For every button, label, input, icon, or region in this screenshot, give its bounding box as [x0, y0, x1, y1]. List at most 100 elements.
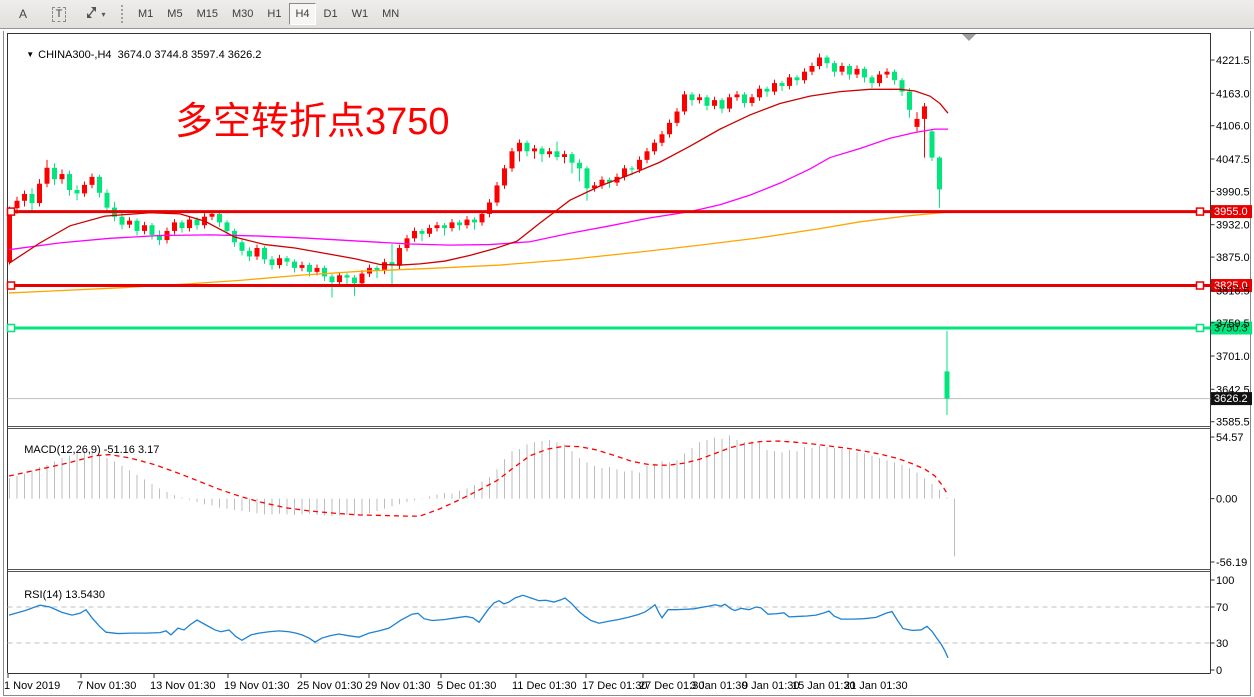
candle: [179, 222, 185, 229]
candle: [127, 220, 132, 225]
candle: [569, 154, 575, 163]
ma-medium-line: [8, 128, 948, 251]
candle: [427, 228, 432, 234]
annotate-text-label: A: [18, 7, 27, 21]
line-handle[interactable]: [6, 207, 16, 216]
price-tick-label: 3759.5: [1216, 318, 1250, 330]
time-tick-label: 3 Jan 01:30: [690, 680, 748, 692]
candle: [344, 275, 350, 278]
timeframe-button-m15[interactable]: M15: [196, 8, 218, 20]
candle: [907, 91, 912, 110]
candle: [307, 265, 312, 272]
candle: [719, 100, 725, 109]
time-tick-label: 1 Nov 2019: [4, 680, 60, 692]
candle: [832, 63, 837, 72]
rsi-title: RSI(14): [24, 589, 63, 601]
timeframe-button-m5[interactable]: M5: [167, 8, 183, 20]
candle: [772, 83, 777, 92]
price-tick-label: 4047.5: [1216, 154, 1250, 166]
candle: [742, 94, 747, 103]
textbox-tool-button[interactable]: T: [42, 2, 76, 26]
annotate-text-button[interactable]: A: [6, 2, 40, 26]
candle: [659, 134, 665, 143]
candle: [172, 222, 177, 231]
time-tick-label: 29 Nov 01:30: [365, 680, 430, 692]
rsi-axis-label: 30: [1216, 638, 1228, 650]
time-tick-label: 15 Jan 01:30: [792, 680, 856, 692]
candle: [749, 97, 755, 103]
candle: [599, 179, 605, 186]
price-tick-label: 3990.5: [1216, 186, 1250, 198]
candle: [509, 151, 515, 169]
line-handle[interactable]: [1195, 323, 1205, 333]
candle: [644, 151, 650, 160]
candle: [284, 258, 290, 262]
candle: [104, 192, 110, 208]
candle: [269, 259, 275, 266]
candle: [802, 71, 807, 81]
line-handle[interactable]: [1195, 207, 1205, 216]
timeframe-button-h4[interactable]: H4: [289, 3, 316, 25]
timeframe-button-m30[interactable]: M30: [231, 8, 254, 20]
line-handle[interactable]: [6, 281, 16, 290]
time-tick-label: 13 Nov 01:30: [150, 680, 215, 692]
candle: [479, 213, 485, 223]
candle: [554, 151, 560, 157]
time-tick-label: 19 Nov 01:30: [224, 680, 289, 692]
candle: [704, 97, 710, 106]
candle: [397, 247, 402, 266]
chart-title: ▼ CHINA300-,H4 3674.0 3744.8 3597.4 3626.…: [14, 37, 261, 73]
candle: [622, 168, 627, 177]
textbox-tool-label: T: [51, 6, 67, 22]
line-handle[interactable]: [1195, 281, 1205, 290]
candle: [517, 142, 522, 152]
candle: [224, 222, 230, 231]
candle: [524, 142, 530, 152]
symbol-dropdown-icon[interactable]: ▼: [26, 50, 35, 59]
candle: [262, 247, 267, 260]
candle: [652, 142, 657, 152]
timeframe-button-m1[interactable]: M1: [138, 8, 154, 20]
arrows-tool-button[interactable]: ▾: [78, 2, 112, 26]
candle: [359, 273, 365, 284]
candle: [577, 162, 582, 169]
macd-signal-line: [8, 440, 949, 517]
timeframe-button-mn[interactable]: MN: [382, 8, 400, 20]
candle: [824, 57, 830, 64]
candle: [449, 222, 455, 229]
candle: [472, 219, 477, 223]
timeframe-button-w1[interactable]: W1: [351, 8, 369, 20]
candle: [682, 94, 687, 112]
time-tick-label: 11 Dec 01:30: [512, 680, 577, 692]
candle: [7, 208, 12, 263]
trend-annotation-text[interactable]: 多空转折点3750: [175, 101, 450, 143]
price-tick-label: 4221.5: [1216, 55, 1250, 67]
macd-pane-label: MACD(12,26,9) -51.16 3.17: [12, 432, 159, 468]
candle: [779, 83, 785, 86]
candle: [329, 276, 335, 283]
timeframe-button-group: M1 M5 M15 M30 H1 H4 D1 W1 MN: [131, 3, 406, 25]
toolbar-separator: [118, 4, 125, 24]
candle: [89, 176, 95, 185]
window-client: [0, 31, 1254, 697]
price-badge: [1211, 279, 1252, 293]
candle: [877, 74, 882, 84]
macd-values: -51.16 3.17: [103, 444, 160, 456]
line-handle[interactable]: [6, 323, 16, 333]
time-tick-label: 7 Nov 01:30: [77, 680, 136, 692]
candle: [37, 183, 42, 204]
candle: [44, 167, 50, 184]
candle: [839, 66, 845, 72]
timeframe-button-h1[interactable]: H1: [267, 8, 282, 20]
timeframe-button-d1[interactable]: D1: [323, 8, 338, 20]
candle: [764, 88, 770, 92]
candle: [389, 262, 395, 266]
macd-axis-label: -56.19: [1216, 557, 1247, 569]
candle: [412, 230, 417, 239]
candle: [539, 148, 545, 155]
candle: [142, 225, 147, 231]
time-tick-label: 25 Nov 01:30: [297, 680, 362, 692]
time-tick-label: 5 Dec 01:30: [437, 680, 496, 692]
candle: [314, 267, 320, 272]
